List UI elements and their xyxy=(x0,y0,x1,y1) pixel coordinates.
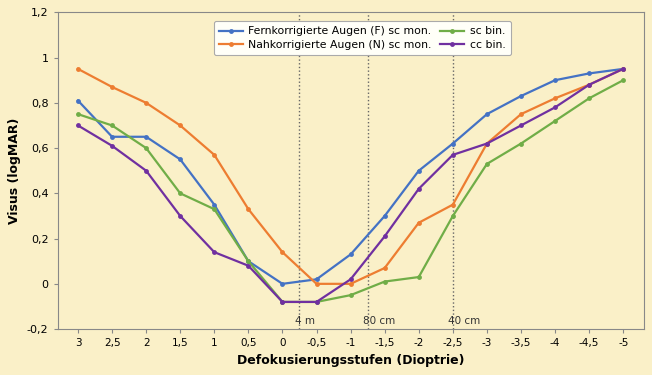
Fernkorrigierte Augen (F) sc mon. xyxy=(142,135,150,139)
Fernkorrigierte Augen (F) sc mon. xyxy=(483,112,491,116)
sc bin. xyxy=(449,214,457,218)
sc bin. xyxy=(142,146,150,150)
cc bin. xyxy=(312,300,320,304)
cc bin. xyxy=(211,250,218,254)
sc bin. xyxy=(244,259,252,264)
sc bin. xyxy=(74,112,82,116)
Fernkorrigierte Augen (F) sc mon. xyxy=(585,71,593,76)
Fernkorrigierte Augen (F) sc mon. xyxy=(619,67,627,71)
cc bin. xyxy=(176,214,184,218)
Line: Nahkorrigierte Augen (N) sc mon.: Nahkorrigierte Augen (N) sc mon. xyxy=(76,66,626,286)
sc bin. xyxy=(211,207,218,212)
Nahkorrigierte Augen (N) sc mon. xyxy=(347,282,355,286)
cc bin. xyxy=(278,300,286,304)
cc bin. xyxy=(483,141,491,146)
Nahkorrigierte Augen (N) sc mon. xyxy=(619,67,627,71)
sc bin. xyxy=(108,123,116,128)
Nahkorrigierte Augen (N) sc mon. xyxy=(108,85,116,89)
Nahkorrigierte Augen (N) sc mon. xyxy=(142,100,150,105)
Fernkorrigierte Augen (F) sc mon. xyxy=(415,168,422,173)
Nahkorrigierte Augen (N) sc mon. xyxy=(517,112,525,116)
cc bin. xyxy=(381,234,389,238)
cc bin. xyxy=(517,123,525,128)
Nahkorrigierte Augen (N) sc mon. xyxy=(74,67,82,71)
Fernkorrigierte Augen (F) sc mon. xyxy=(551,78,559,82)
cc bin. xyxy=(108,144,116,148)
Fernkorrigierte Augen (F) sc mon. xyxy=(278,282,286,286)
Nahkorrigierte Augen (N) sc mon. xyxy=(415,220,422,225)
sc bin. xyxy=(415,275,422,279)
Legend: Fernkorrigierte Augen (F) sc mon., Nahkorrigierte Augen (N) sc mon., sc bin., cc: Fernkorrigierte Augen (F) sc mon., Nahko… xyxy=(214,21,511,55)
cc bin. xyxy=(74,123,82,128)
Line: sc bin.: sc bin. xyxy=(76,78,626,304)
cc bin. xyxy=(244,264,252,268)
Text: 40 cm: 40 cm xyxy=(448,315,481,326)
Fernkorrigierte Augen (F) sc mon. xyxy=(176,157,184,162)
sc bin. xyxy=(551,118,559,123)
cc bin. xyxy=(619,67,627,71)
sc bin. xyxy=(585,96,593,100)
Line: Fernkorrigierte Augen (F) sc mon.: Fernkorrigierte Augen (F) sc mon. xyxy=(76,66,626,286)
Fernkorrigierte Augen (F) sc mon. xyxy=(347,252,355,257)
cc bin. xyxy=(585,82,593,87)
Nahkorrigierte Augen (N) sc mon. xyxy=(278,250,286,254)
sc bin. xyxy=(619,78,627,82)
Line: cc bin.: cc bin. xyxy=(76,66,626,304)
Nahkorrigierte Augen (N) sc mon. xyxy=(483,141,491,146)
cc bin. xyxy=(142,168,150,173)
Fernkorrigierte Augen (F) sc mon. xyxy=(517,94,525,98)
Nahkorrigierte Augen (N) sc mon. xyxy=(211,153,218,157)
Fernkorrigierte Augen (F) sc mon. xyxy=(211,202,218,207)
Fernkorrigierte Augen (F) sc mon. xyxy=(381,214,389,218)
sc bin. xyxy=(381,279,389,284)
Text: 4 m: 4 m xyxy=(295,315,315,326)
Nahkorrigierte Augen (N) sc mon. xyxy=(244,207,252,212)
X-axis label: Defokusierungsstufen (Dioptrie): Defokusierungsstufen (Dioptrie) xyxy=(237,354,464,367)
cc bin. xyxy=(415,186,422,191)
Nahkorrigierte Augen (N) sc mon. xyxy=(585,82,593,87)
Nahkorrigierte Augen (N) sc mon. xyxy=(312,282,320,286)
sc bin. xyxy=(312,300,320,304)
Nahkorrigierte Augen (N) sc mon. xyxy=(449,202,457,207)
sc bin. xyxy=(483,162,491,166)
Fernkorrigierte Augen (F) sc mon. xyxy=(449,141,457,146)
cc bin. xyxy=(551,105,559,110)
Fernkorrigierte Augen (F) sc mon. xyxy=(244,259,252,264)
sc bin. xyxy=(176,191,184,196)
Nahkorrigierte Augen (N) sc mon. xyxy=(551,96,559,100)
Fernkorrigierte Augen (F) sc mon. xyxy=(74,98,82,103)
cc bin. xyxy=(449,153,457,157)
Fernkorrigierte Augen (F) sc mon. xyxy=(312,277,320,282)
Nahkorrigierte Augen (N) sc mon. xyxy=(176,123,184,128)
Fernkorrigierte Augen (F) sc mon. xyxy=(108,135,116,139)
Nahkorrigierte Augen (N) sc mon. xyxy=(381,266,389,270)
cc bin. xyxy=(347,277,355,282)
sc bin. xyxy=(517,141,525,146)
sc bin. xyxy=(347,293,355,297)
sc bin. xyxy=(278,300,286,304)
Y-axis label: Visus (logMAR): Visus (logMAR) xyxy=(8,117,22,224)
Text: 80 cm: 80 cm xyxy=(363,315,395,326)
